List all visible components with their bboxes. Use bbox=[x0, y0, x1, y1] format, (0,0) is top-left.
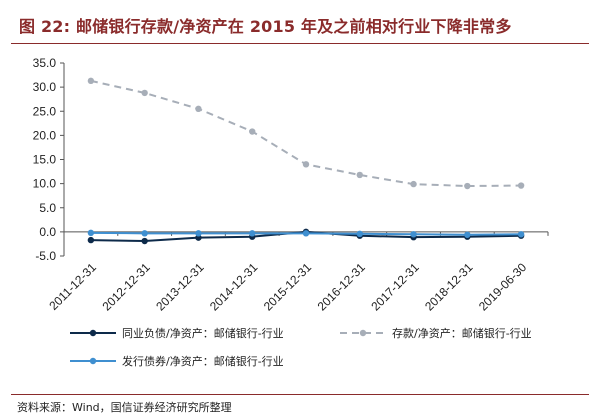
footer-divider bbox=[11, 394, 589, 395]
series-point bbox=[517, 231, 525, 238]
x-tick-label: 2011-12-31 bbox=[46, 260, 99, 313]
series-point bbox=[356, 171, 363, 179]
series-point bbox=[141, 230, 148, 237]
series-point bbox=[195, 230, 202, 237]
series-point bbox=[464, 231, 471, 238]
series-point bbox=[249, 128, 256, 135]
x-tick-label: 2017-12-31 bbox=[368, 260, 422, 314]
y-tick-label: 20.0 bbox=[33, 128, 57, 142]
series-point bbox=[87, 229, 95, 237]
series-point bbox=[249, 230, 256, 237]
y-tick-label: 10.0 bbox=[33, 177, 57, 191]
series-point bbox=[141, 237, 148, 245]
y-tick-label: 25.0 bbox=[33, 104, 57, 118]
series-point bbox=[302, 230, 310, 237]
x-tick-label: 2013-12-31 bbox=[153, 260, 207, 314]
series-line bbox=[90, 79, 522, 188]
series-point bbox=[464, 182, 471, 190]
legend-label: 发行债券/净资产：邮储银行-行业 bbox=[122, 354, 284, 368]
legend-swatch-marker bbox=[89, 357, 97, 365]
series-point bbox=[302, 161, 310, 168]
figure-title: 图 22: 邮储银行存款/净资产在 2015 年及之前相对行业下降非常多 bbox=[19, 17, 512, 36]
x-tick-label: 2015-12-31 bbox=[261, 260, 315, 314]
x-tick-label: 2016-12-31 bbox=[315, 260, 369, 314]
y-tick-label: -5.0 bbox=[35, 249, 56, 263]
legend-swatch-marker bbox=[89, 329, 97, 337]
y-tick-label: 30.0 bbox=[33, 80, 57, 94]
x-tick-label: 2018-12-31 bbox=[422, 260, 476, 314]
x-tick-label: 2019-06-30 bbox=[476, 260, 530, 314]
series-point bbox=[356, 230, 363, 238]
series-point bbox=[410, 231, 417, 238]
legend-label: 同业负债/净资产：邮储银行-行业 bbox=[122, 326, 284, 340]
y-tick-label: 5.0 bbox=[39, 201, 56, 215]
series-point bbox=[87, 77, 95, 85]
source-note: 资料来源：Wind，国信证券经济研究所整理 bbox=[17, 401, 232, 414]
x-tick-label: 2014-12-31 bbox=[207, 260, 261, 314]
y-axis: 35.0 30.0 25.0 20.0 15.0 10.0 5.0 0.0 -5.0 bbox=[33, 56, 65, 263]
y-tick-label: 35.0 bbox=[33, 56, 57, 70]
series-point bbox=[410, 180, 417, 188]
series-point bbox=[141, 89, 148, 97]
x-tick-label: 2012-12-31 bbox=[99, 260, 153, 314]
y-tick-label: 15.0 bbox=[33, 153, 57, 167]
x-axis: 2011-12-31 2012-12-31 2013-12-31 2014-12-31… bbox=[46, 231, 549, 314]
series-layer bbox=[87, 77, 525, 245]
series-point bbox=[195, 105, 202, 113]
y-tick-label: 0.0 bbox=[39, 225, 56, 239]
figure-header: 图 22: 邮储银行存款/净资产在 2015 年及之前相对行业下降非常多 bbox=[11, 0, 589, 44]
legend: 同业负债/净资产：邮储银行-行业 存款/净资产：邮储银行-行业发行债券/净资产：邮… bbox=[70, 326, 532, 368]
series-point bbox=[517, 182, 525, 189]
series-point bbox=[87, 236, 95, 244]
legend-swatch-marker bbox=[359, 329, 367, 337]
legend-label: 存款/净资产：邮储银行-行业 bbox=[392, 326, 532, 340]
